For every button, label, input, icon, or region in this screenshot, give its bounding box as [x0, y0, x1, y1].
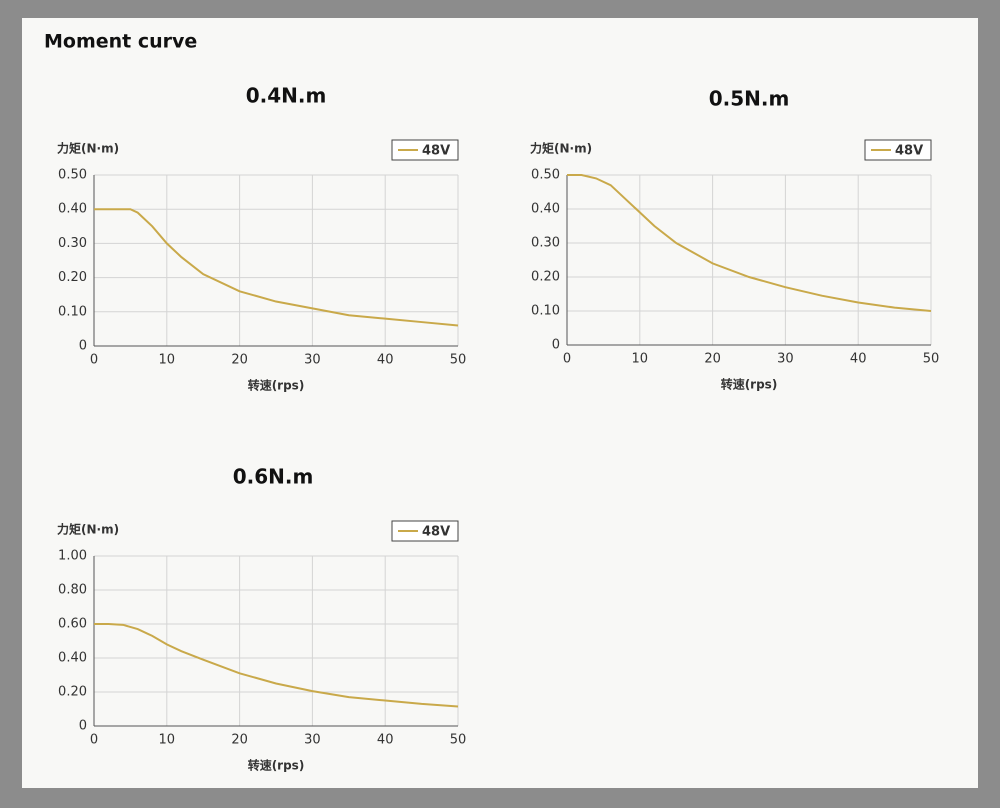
x-tick-label: 50: [923, 352, 940, 367]
x-tick-label: 20: [704, 352, 721, 367]
page-heading: Moment curve: [44, 31, 197, 53]
y-tick-label: 0.60: [58, 617, 87, 632]
y-tick-label: 0.10: [58, 304, 87, 319]
y-tick-label: 0.20: [531, 270, 560, 285]
x-tick-label: 50: [450, 353, 467, 368]
chart-title: 0.6N.m: [233, 465, 314, 489]
y-tick-label: 0.40: [531, 202, 560, 217]
y-axis-label: 力矩(N·m): [57, 141, 119, 156]
y-tick-label: 0.20: [58, 685, 87, 700]
line-series: [94, 623, 459, 708]
legend-label: 48V: [895, 144, 923, 159]
x-tick-label: 40: [377, 733, 394, 748]
y-tick-label: 0.30: [531, 236, 560, 251]
legend-label: 48V: [422, 144, 450, 159]
x-axis-label: 转速(rps): [248, 758, 305, 773]
x-tick-label: 0: [90, 733, 98, 748]
legend-box: [864, 139, 932, 161]
y-tick-label: 0: [79, 719, 87, 734]
legend-label: 48V: [422, 525, 450, 540]
x-tick-label: 20: [231, 353, 248, 368]
y-tick-label: 0.80: [58, 583, 87, 598]
x-tick-label: 20: [231, 733, 248, 748]
x-tick-label: 40: [377, 353, 394, 368]
y-tick-label: 0: [79, 339, 87, 354]
chart-title: 0.4N.m: [246, 84, 327, 108]
y-tick-label: 1.00: [58, 549, 87, 564]
x-tick-label: 0: [90, 353, 98, 368]
y-tick-label: 0.10: [531, 304, 560, 319]
y-axis-label: 力矩(N·m): [530, 141, 592, 156]
line-series: [567, 174, 932, 312]
x-tick-label: 10: [159, 353, 176, 368]
y-tick-label: 0.40: [58, 651, 87, 666]
y-tick-label: 0: [552, 338, 560, 353]
y-tick-label: 0.40: [58, 202, 87, 217]
x-tick-label: 50: [450, 733, 467, 748]
x-axis-label: 转速(rps): [248, 378, 305, 393]
chart-title: 0.5N.m: [709, 87, 790, 111]
x-tick-label: 40: [850, 352, 867, 367]
x-tick-label: 30: [304, 733, 321, 748]
y-tick-label: 0.30: [58, 236, 87, 251]
x-tick-label: 0: [563, 352, 571, 367]
legend-box: [391, 520, 459, 542]
x-tick-label: 30: [304, 353, 321, 368]
x-axis-label: 转速(rps): [721, 377, 778, 392]
x-tick-label: 30: [777, 352, 794, 367]
line-series: [94, 208, 459, 327]
y-tick-label: 0.20: [58, 270, 87, 285]
y-axis-label: 力矩(N·m): [57, 522, 119, 537]
y-tick-label: 0.50: [531, 168, 560, 183]
x-tick-label: 10: [632, 352, 649, 367]
panel: [22, 18, 978, 788]
y-tick-label: 0.50: [58, 168, 87, 183]
x-tick-label: 10: [159, 733, 176, 748]
legend-box: [391, 139, 459, 161]
